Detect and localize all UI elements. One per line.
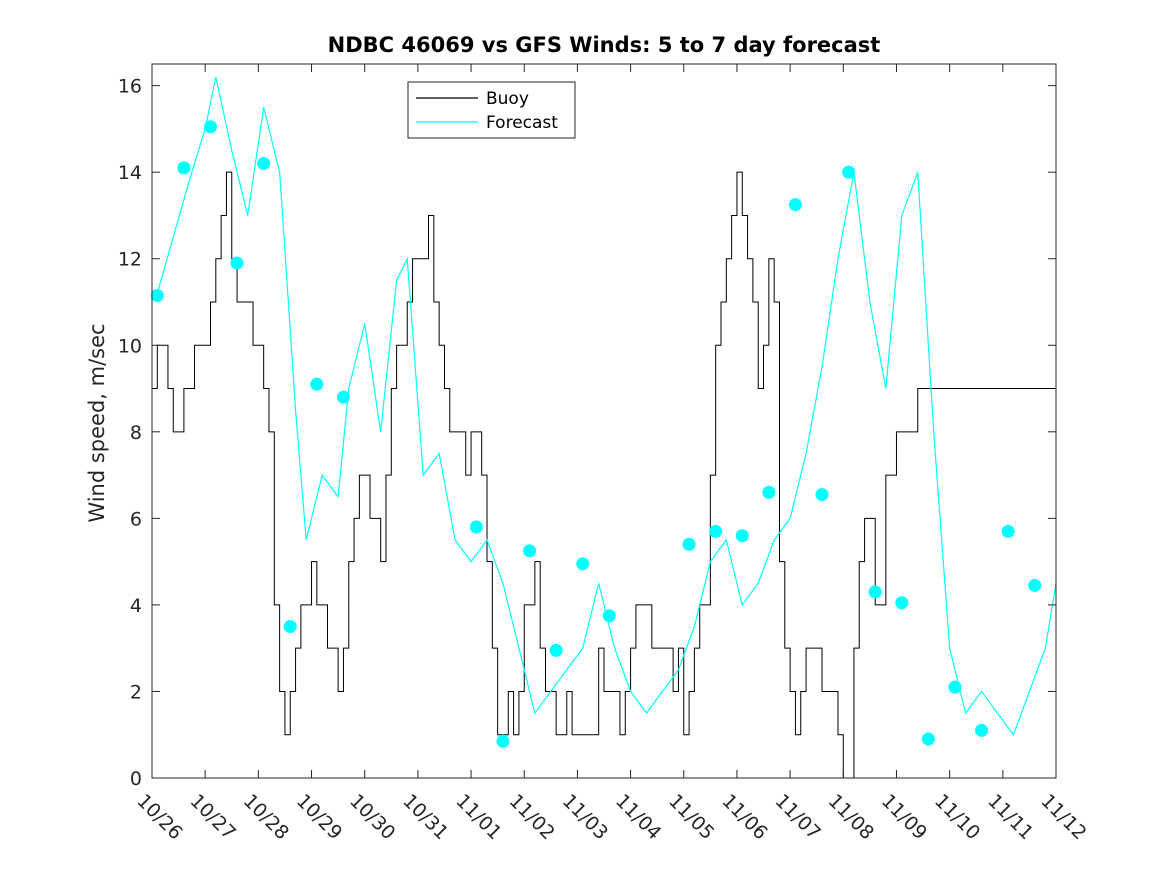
forecast-marker [975,723,989,737]
forecast-marker [921,732,935,746]
y-tick-label: 14 [118,162,142,184]
forecast-marker [203,120,217,134]
forecast-marker [177,161,191,175]
legend-label: Forecast [486,113,558,133]
forecast-marker [257,157,271,171]
forecast-marker [576,557,590,571]
y-tick-label: 16 [118,76,142,98]
y-tick-label: 6 [130,508,142,530]
forecast-marker [336,390,350,404]
forecast-marker [310,377,324,391]
forecast-marker [682,537,696,551]
y-tick-label: 2 [130,681,142,703]
legend-label: Buoy [486,89,529,109]
y-tick-label: 10 [118,335,142,357]
forecast-marker [1001,524,1015,538]
forecast-marker [523,544,537,558]
forecast-marker [549,643,563,657]
forecast-marker [842,165,856,179]
forecast-marker [735,529,749,543]
y-tick-label: 12 [118,249,142,271]
forecast-marker [895,596,909,610]
forecast-marker [948,680,962,694]
y-tick-label: 0 [130,768,142,790]
forecast-marker [762,485,776,499]
forecast-marker [469,520,483,534]
forecast-marker [868,585,882,599]
forecast-marker [709,524,723,538]
legend: Buoy Forecast [407,81,576,139]
forecast-marker [788,198,802,212]
forecast-marker [1028,578,1042,592]
plot-area [150,76,1057,779]
axes-box [151,63,1057,779]
y-tick-label: 8 [130,422,142,444]
forecast-marker [283,620,297,634]
forecast-marker [230,256,244,270]
forecast-marker [496,734,510,748]
y-tick-label: 4 [130,595,142,617]
forecast-marker [602,609,616,623]
forecast-marker [150,289,164,303]
chart-title: NDBC 46069 vs GFS Winds: 5 to 7 day fore… [328,33,881,57]
y-axis-label: Wind speed, m/sec [85,323,109,522]
forecast-marker [815,488,829,502]
series-buoy-line [152,171,1056,779]
legend-box [407,81,576,139]
series-forecast-line [156,76,1057,736]
